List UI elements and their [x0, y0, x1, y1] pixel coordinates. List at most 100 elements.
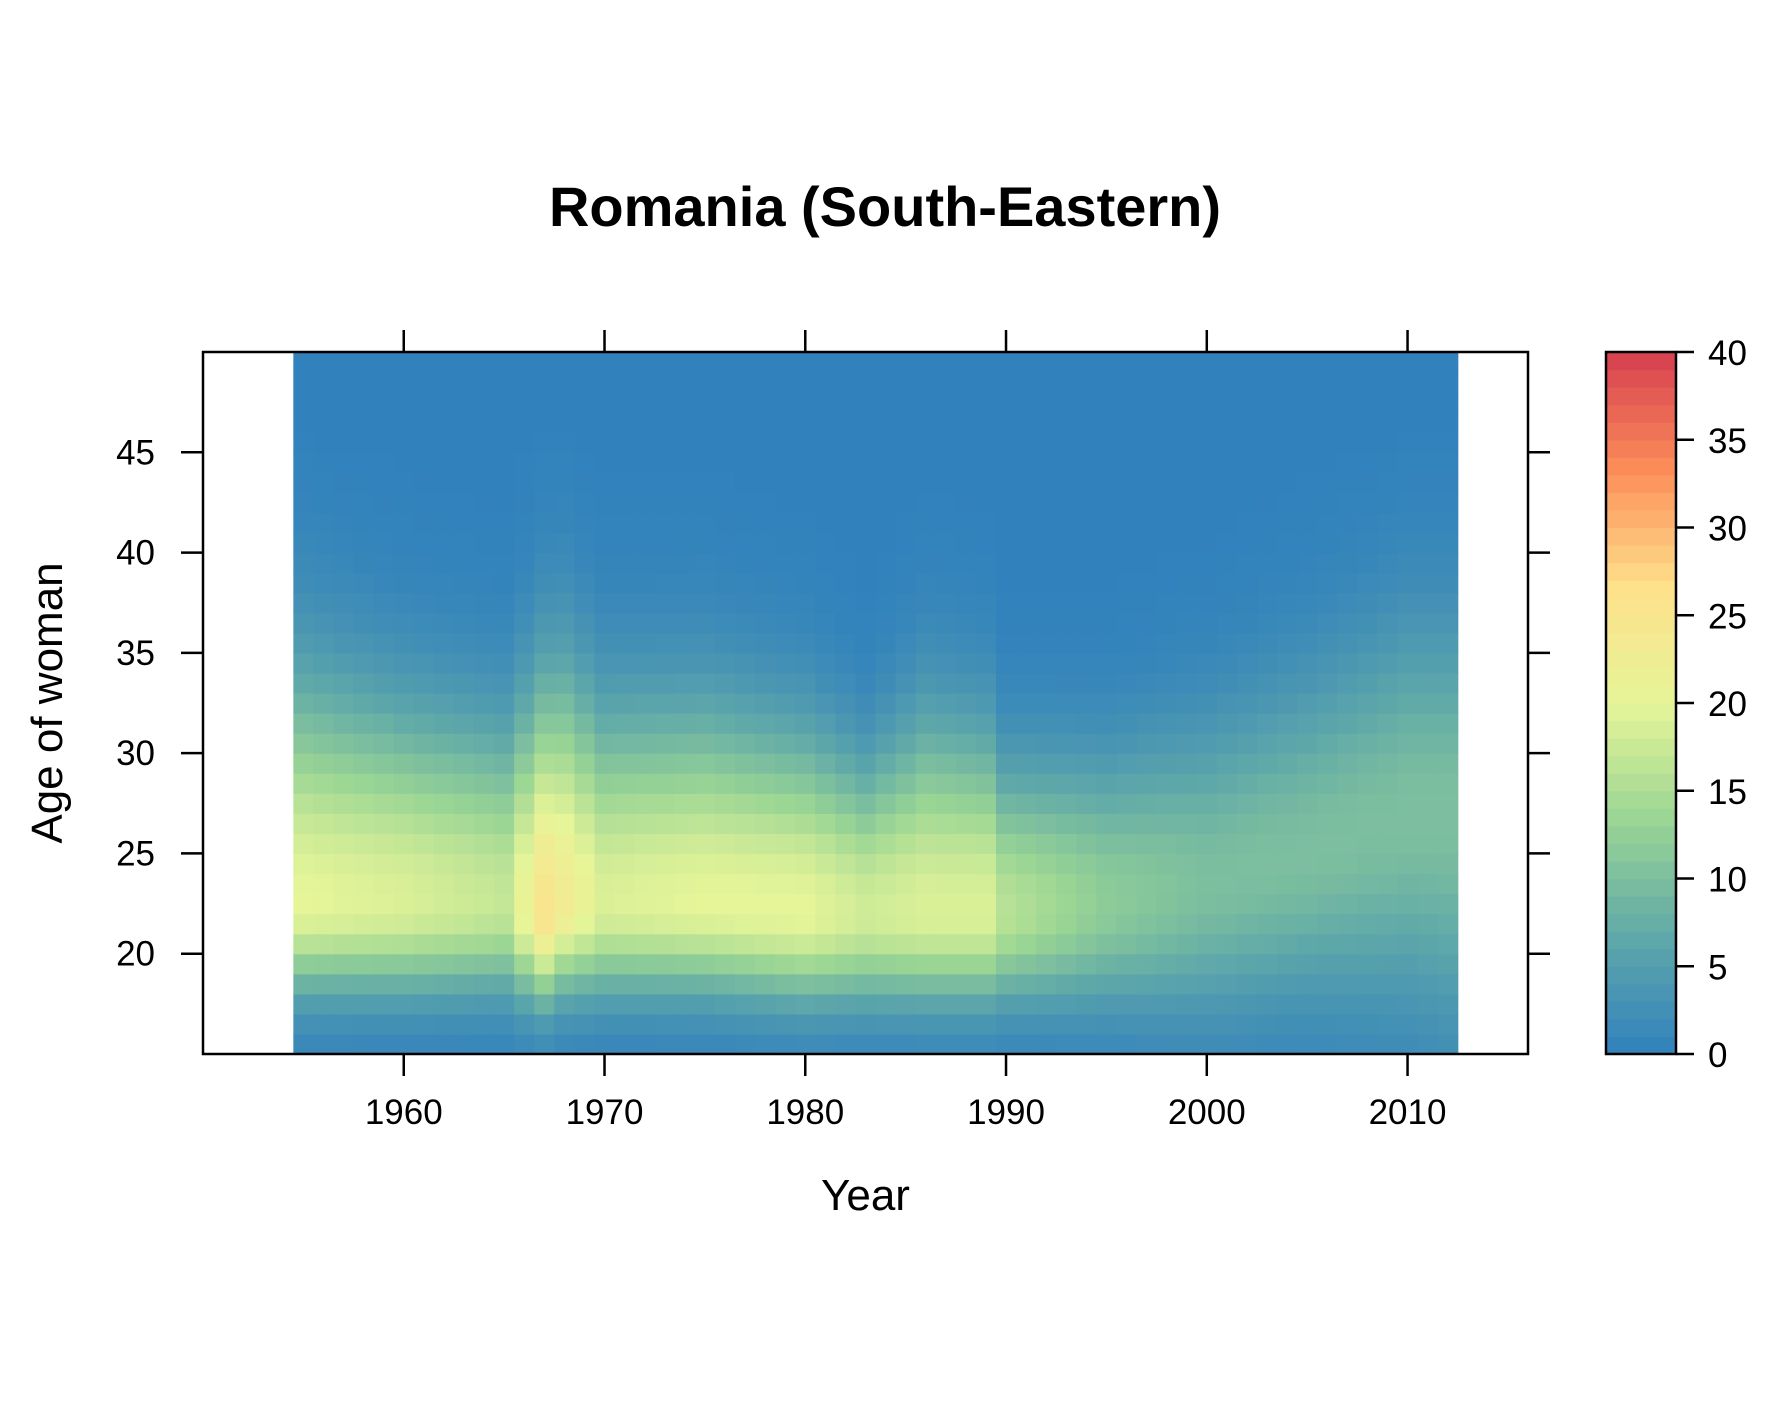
heatmap-cell [955, 833, 977, 855]
heatmap-cell [494, 372, 515, 393]
heatmap-cell [1417, 452, 1439, 473]
heatmap-cell [393, 512, 415, 534]
heatmap-cell [1156, 592, 1178, 614]
heatmap-cell [755, 592, 776, 614]
heatmap-cell [755, 412, 776, 433]
heatmap-cell [333, 432, 355, 453]
heatmap-cell [975, 1033, 997, 1055]
heatmap-cell [474, 913, 495, 935]
heatmap-cell [1096, 612, 1118, 634]
heatmap-cell [373, 552, 395, 574]
heatmap-cell [1136, 412, 1158, 433]
heatmap-cell [915, 452, 937, 473]
heatmap-cell [1016, 532, 1037, 554]
heatmap-cell [1096, 572, 1118, 594]
heatmap-cell [775, 853, 796, 875]
heatmap-cell [1377, 893, 1399, 915]
heatmap-cell [654, 953, 676, 975]
heatmap-cell [353, 1033, 375, 1055]
heatmap-cell [514, 412, 535, 433]
heatmap-cell [674, 532, 696, 554]
heatmap-cell [815, 592, 836, 614]
heatmap-cell [1116, 392, 1138, 413]
heatmap-cell [534, 692, 555, 714]
heatmap-cell [915, 833, 937, 855]
heatmap-cell [614, 352, 636, 373]
heatmap-cell [433, 432, 455, 453]
heatmap-cell [393, 1033, 415, 1055]
heatmap-cell [1377, 572, 1399, 594]
heatmap-cell [1176, 793, 1198, 814]
heatmap-cell [1196, 512, 1218, 534]
heatmap-cell [755, 472, 776, 493]
heatmap-cell [1277, 733, 1298, 754]
heatmap-cell [313, 632, 335, 654]
heatmap-cell [674, 973, 696, 995]
heatmap-cell [634, 953, 656, 975]
heatmap-cell [755, 352, 776, 373]
heatmap-cell [975, 432, 997, 453]
heatmap-cell [1337, 713, 1358, 734]
heatmap-cell [1136, 592, 1158, 614]
heatmap-cell [453, 692, 475, 714]
heatmap-cell [875, 572, 897, 594]
heatmap-cell [474, 432, 495, 453]
heatmap-cell [1076, 672, 1097, 694]
heatmap-cell [875, 813, 897, 834]
heatmap-cell [474, 392, 495, 413]
heatmap-cell [293, 472, 315, 493]
heatmap-cell [915, 512, 937, 534]
heatmap-cell [895, 532, 917, 554]
heatmap-cell [614, 372, 636, 393]
heatmap-cell [895, 993, 917, 1015]
heatmap-cell [1236, 993, 1258, 1015]
heatmap-cell [1256, 773, 1278, 794]
heatmap-cell [855, 873, 877, 895]
heatmap-cell [1016, 672, 1037, 694]
heatmap-cell [1216, 672, 1238, 694]
heatmap-cell [353, 652, 375, 674]
heatmap-cell [554, 713, 576, 734]
heatmap-cell [1397, 352, 1419, 373]
heatmap-cell [1076, 713, 1097, 734]
heatmap-cell [433, 793, 455, 814]
heatmap-cell [1196, 452, 1218, 473]
heatmap-cell [514, 612, 535, 634]
heatmap-cell [975, 753, 997, 774]
heatmap-cell [514, 432, 535, 453]
heatmap-cell [1016, 993, 1037, 1015]
colorbar-swatch [1606, 790, 1676, 809]
heatmap-cell [1337, 512, 1358, 534]
heatmap-cell [995, 632, 1017, 654]
heatmap-cell [1277, 412, 1298, 433]
heatmap-cell [594, 432, 616, 453]
heatmap-cell [694, 933, 716, 955]
heatmap-cell [514, 753, 535, 774]
heatmap-cell [574, 893, 596, 915]
heatmap-cell [333, 652, 355, 674]
heatmap-cell [293, 833, 315, 855]
heatmap-cell [654, 893, 676, 915]
heatmap-cell [755, 853, 776, 875]
heatmap-cell [514, 873, 535, 895]
heatmap-cell [955, 612, 977, 634]
heatmap-cell [735, 572, 756, 594]
heatmap-cell [1277, 692, 1298, 714]
heatmap-cell [895, 692, 917, 714]
heatmap-cell [534, 813, 555, 834]
heatmap-cell [1136, 652, 1158, 674]
colorbar-swatch [1606, 439, 1676, 458]
heatmap-cell [795, 452, 816, 473]
heatmap-cell [494, 773, 515, 794]
heatmap-cell [1056, 512, 1077, 534]
heatmap-cell [835, 592, 857, 614]
heatmap-cell [1116, 472, 1138, 493]
heatmap-cell [333, 612, 355, 634]
heatmap-cell [514, 472, 535, 493]
heatmap-cell [534, 612, 555, 634]
heatmap-cell [735, 953, 756, 975]
heatmap-cell [413, 612, 435, 634]
colorbar-swatch [1606, 738, 1676, 757]
heatmap-cell [393, 913, 415, 935]
heatmap-cell [293, 1013, 315, 1035]
